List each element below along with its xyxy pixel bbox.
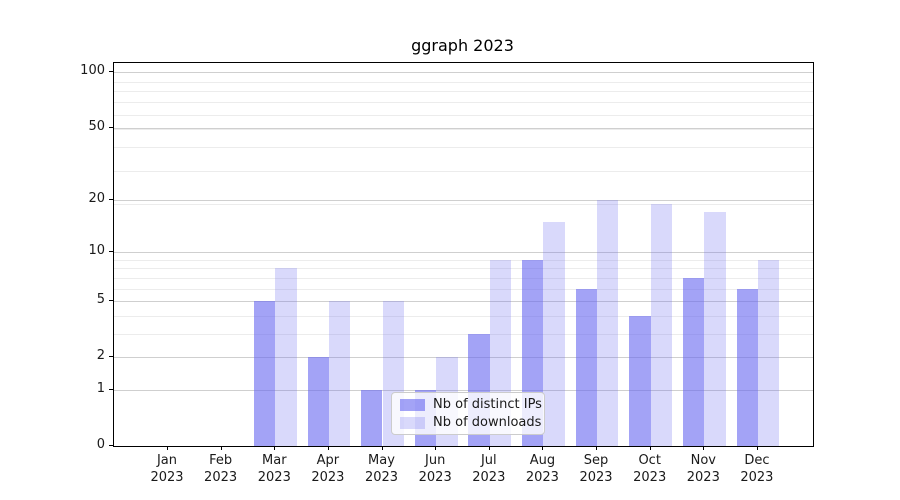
x-tick-label: Jul 2023 [472, 453, 506, 485]
legend-swatch-distinct-ips [400, 398, 425, 411]
x-tick-mark [381, 446, 383, 450]
y-tick-mark [109, 198, 113, 200]
x-tick-label: May 2023 [364, 453, 399, 485]
legend-item-distinct-ips: Nb of distinct IPs [400, 397, 542, 412]
bar-distinct-ips [307, 357, 329, 446]
x-tick-mark [756, 446, 758, 450]
x-tick-mark [596, 446, 597, 450]
minor-gridline [114, 129, 813, 131]
minor-gridline [114, 114, 813, 116]
bar-downloads [275, 268, 297, 446]
x-tick-mark [220, 446, 222, 450]
minor-gridline [114, 91, 813, 93]
major-gridline [114, 127, 813, 129]
legend-label: Nb of downloads [433, 415, 542, 430]
bar-downloads [704, 212, 726, 446]
plot-area [113, 62, 814, 447]
minor-gridline [114, 170, 813, 172]
x-tick-mark [542, 446, 544, 450]
bar-distinct-ips [629, 315, 651, 446]
x-tick-label: Feb 2023 [204, 453, 238, 485]
y-tick-mark [109, 126, 113, 128]
x-tick-label: Sep 2023 [579, 453, 613, 485]
minor-gridline [114, 147, 813, 149]
y-tick-label: 20 [88, 190, 105, 206]
x-tick-label: Oct 2023 [633, 453, 667, 485]
bar-distinct-ips [575, 288, 597, 446]
x-tick-label: Apr 2023 [311, 453, 345, 485]
bar-downloads [757, 259, 780, 446]
x-tick-mark [488, 446, 490, 450]
y-tick-mark [109, 250, 113, 252]
legend-box: Nb of distinct IPs Nb of downloads [391, 392, 545, 435]
x-tick-label: Jun 2023 [418, 453, 452, 485]
x-tick-mark [435, 446, 437, 450]
bar-distinct-ips [736, 288, 758, 446]
y-tick-label: 50 [88, 118, 105, 134]
y-tick-label: 1 [96, 380, 105, 396]
legend-swatch-downloads [400, 416, 425, 429]
y-tick-mark [109, 388, 113, 390]
bar-distinct-ips [361, 389, 383, 446]
x-tick-label: Nov 2023 [686, 453, 720, 485]
y-tick-mark [109, 445, 113, 446]
x-tick-label: Aug 2023 [525, 453, 559, 485]
y-tick-label: 100 [80, 63, 105, 79]
major-gridline [114, 199, 813, 201]
x-tick-mark [703, 446, 705, 450]
y-tick-mark [109, 300, 113, 301]
major-gridline [114, 72, 813, 74]
y-tick-label: 10 [88, 242, 105, 258]
x-tick-mark [649, 446, 651, 450]
y-tick-label: 2 [96, 348, 105, 364]
x-tick-mark [274, 446, 276, 450]
y-tick-label: 5 [96, 292, 105, 307]
bar-downloads [328, 301, 351, 446]
bar-downloads [650, 203, 673, 446]
x-tick-mark [327, 446, 329, 450]
bar-distinct-ips [682, 277, 705, 446]
bar-distinct-ips [253, 301, 276, 446]
y-tick-label: 0 [96, 437, 105, 452]
y-tick-mark [109, 356, 113, 358]
bar-downloads [543, 221, 565, 446]
minor-gridline [114, 203, 813, 205]
x-tick-label: Jan 2023 [150, 453, 184, 485]
x-tick-label: Dec 2023 [740, 453, 774, 485]
legend-label: Nb of distinct IPs [433, 397, 542, 412]
chart-title: ggraph 2023 [411, 36, 514, 55]
legend-item-downloads: Nb of downloads [400, 415, 541, 430]
minor-gridline [114, 81, 813, 83]
x-tick-label: Mar 2023 [257, 453, 291, 485]
bar-downloads [597, 199, 619, 446]
minor-gridline [114, 102, 813, 104]
x-tick-mark [167, 446, 168, 450]
y-tick-mark [109, 71, 113, 73]
